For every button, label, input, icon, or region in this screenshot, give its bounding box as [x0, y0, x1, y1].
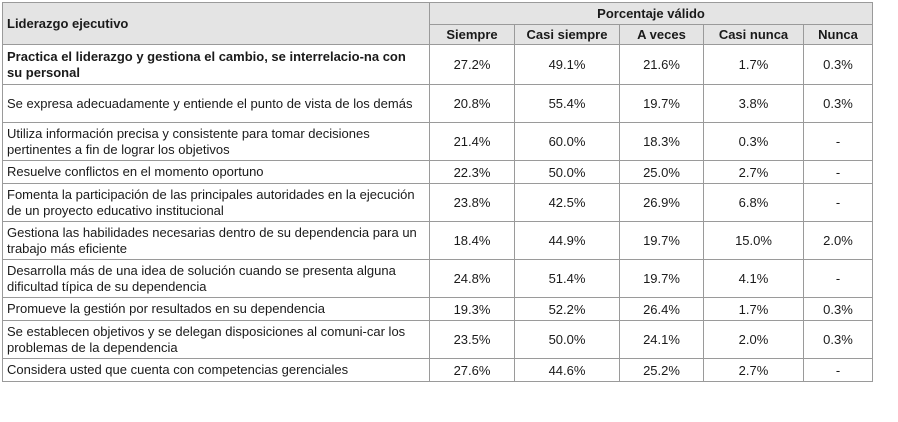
cell-casi-siempre: 44.9% [514, 221, 620, 260]
leadership-table: Liderazgo ejecutivo Porcentaje válido Si… [2, 2, 873, 382]
cell-siempre: 22.3% [429, 160, 515, 184]
table-row: Fomenta la participación de las principa… [2, 183, 873, 222]
cell-siempre: 20.8% [429, 84, 515, 123]
cell-casi-siempre: 49.1% [514, 44, 620, 85]
cell-nunca: - [803, 122, 873, 161]
cell-casi-nunca: 2.7% [703, 358, 804, 382]
cell-casi-siempre: 60.0% [514, 122, 620, 161]
row-label: Desarrolla más de una idea de solución c… [2, 259, 430, 298]
cell-casi-nunca: 1.7% [703, 44, 804, 85]
table-container: Liderazgo ejecutivo Porcentaje válido Si… [2, 2, 873, 382]
cell-a-veces: 26.9% [619, 183, 704, 222]
row-label: Se expresa adecuadamente y entiende el p… [2, 84, 430, 123]
cell-nunca: - [803, 259, 873, 298]
cell-casi-nunca: 2.7% [703, 160, 804, 184]
cell-casi-nunca: 4.1% [703, 259, 804, 298]
table-row: Promueve la gestión por resultados en su… [2, 297, 873, 321]
cell-a-veces: 26.4% [619, 297, 704, 321]
cell-a-veces: 19.7% [619, 84, 704, 123]
cell-casi-siempre: 50.0% [514, 160, 620, 184]
group-header: Porcentaje válido [429, 2, 873, 25]
cell-nunca: 0.3% [803, 84, 873, 123]
cell-nunca: 0.3% [803, 320, 873, 359]
cell-casi-siempre: 44.6% [514, 358, 620, 382]
first-column-header: Liderazgo ejecutivo [2, 2, 430, 45]
cell-a-veces: 21.6% [619, 44, 704, 85]
cell-nunca: - [803, 160, 873, 184]
table-row: Resuelve conflictos en el momento oportu… [2, 160, 873, 184]
cell-casi-siempre: 50.0% [514, 320, 620, 359]
table-row: Se establecen objetivos y se delegan dis… [2, 320, 873, 359]
cell-siempre: 24.8% [429, 259, 515, 298]
cell-casi-nunca: 0.3% [703, 122, 804, 161]
table-row: Considera usted que cuenta con competenc… [2, 358, 873, 382]
row-label: Promueve la gestión por resultados en su… [2, 297, 430, 321]
cell-casi-siempre: 52.2% [514, 297, 620, 321]
cell-casi-siempre: 42.5% [514, 183, 620, 222]
cell-siempre: 21.4% [429, 122, 515, 161]
column-header-casi-nunca: Casi nunca [703, 24, 804, 45]
table-row: Practica el liderazgo y gestiona el camb… [2, 44, 873, 85]
column-header-casi-siempre: Casi siempre [514, 24, 620, 45]
cell-casi-siempre: 55.4% [514, 84, 620, 123]
cell-siempre: 23.5% [429, 320, 515, 359]
row-label: Fomenta la participación de las principa… [2, 183, 430, 222]
cell-nunca: - [803, 358, 873, 382]
table-row: Se expresa adecuadamente y entiende el p… [2, 84, 873, 123]
row-label: Gestiona las habilidades necesarias dent… [2, 221, 430, 260]
column-header-nunca: Nunca [803, 24, 873, 45]
header-row-columns: Siempre Casi siempre A veces Casi nunca … [3, 24, 873, 45]
cell-a-veces: 19.7% [619, 221, 704, 260]
cell-casi-siempre: 51.4% [514, 259, 620, 298]
cell-a-veces: 25.0% [619, 160, 704, 184]
row-label: Se establecen objetivos y se delegan dis… [2, 320, 430, 359]
cell-casi-nunca: 6.8% [703, 183, 804, 222]
table-row: Desarrolla más de una idea de solución c… [2, 259, 873, 298]
table-row: Gestiona las habilidades necesarias dent… [2, 221, 873, 260]
cell-siempre: 18.4% [429, 221, 515, 260]
cell-siempre: 27.6% [429, 358, 515, 382]
cell-nunca: 0.3% [803, 44, 873, 85]
cell-casi-nunca: 3.8% [703, 84, 804, 123]
cell-nunca: 0.3% [803, 297, 873, 321]
cell-a-veces: 24.1% [619, 320, 704, 359]
table-row: Utiliza información precisa y consistent… [2, 122, 873, 161]
cell-nunca: 2.0% [803, 221, 873, 260]
cell-a-veces: 19.7% [619, 259, 704, 298]
header-row-group: Liderazgo ejecutivo Porcentaje válido [2, 2, 873, 45]
cell-a-veces: 25.2% [619, 358, 704, 382]
cell-casi-nunca: 1.7% [703, 297, 804, 321]
cell-a-veces: 18.3% [619, 122, 704, 161]
column-header-a-veces: A veces [619, 24, 704, 45]
row-label: Resuelve conflictos en el momento oportu… [2, 160, 430, 184]
cell-siempre: 27.2% [429, 44, 515, 85]
cell-casi-nunca: 15.0% [703, 221, 804, 260]
row-label: Utiliza información precisa y consistent… [2, 122, 430, 161]
cell-casi-nunca: 2.0% [703, 320, 804, 359]
cell-siempre: 23.8% [429, 183, 515, 222]
column-header-siempre: Siempre [429, 24, 515, 45]
cell-siempre: 19.3% [429, 297, 515, 321]
cell-nunca: - [803, 183, 873, 222]
row-label: Considera usted que cuenta con competenc… [2, 358, 430, 382]
row-label: Practica el liderazgo y gestiona el camb… [2, 44, 430, 85]
